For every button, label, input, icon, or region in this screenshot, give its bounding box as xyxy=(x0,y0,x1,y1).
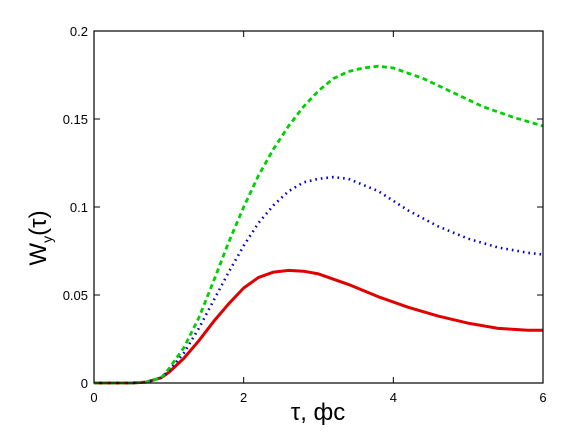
x-tick-label: 6 xyxy=(539,390,546,405)
plot-frame xyxy=(93,30,544,384)
y-axis-label-subscript: y xyxy=(39,236,55,243)
plot-border xyxy=(93,30,544,384)
y-tick-label: 0.15 xyxy=(63,112,88,127)
series-lines xyxy=(94,64,544,385)
x-tick-label: 0 xyxy=(90,390,97,405)
y-tick-label: 0.2 xyxy=(70,24,88,39)
plot-background xyxy=(94,31,543,383)
plot-area xyxy=(94,31,543,383)
y-axis-label-suffix: (τ) xyxy=(25,210,52,235)
series-line-dotted xyxy=(94,175,544,385)
x-tick-label: 2 xyxy=(240,390,247,405)
x-tick-label: 4 xyxy=(390,390,397,405)
y-tick-label: 0.1 xyxy=(70,200,88,215)
y-tick-label: 0 xyxy=(81,376,88,391)
series-line-dashed xyxy=(94,64,544,385)
y-axis-label: Wy(τ) xyxy=(25,210,55,265)
y-tick-label: 0.05 xyxy=(63,288,88,303)
x-axis-label: τ, фс xyxy=(291,399,346,426)
y-axis-label-main: W xyxy=(25,243,52,266)
